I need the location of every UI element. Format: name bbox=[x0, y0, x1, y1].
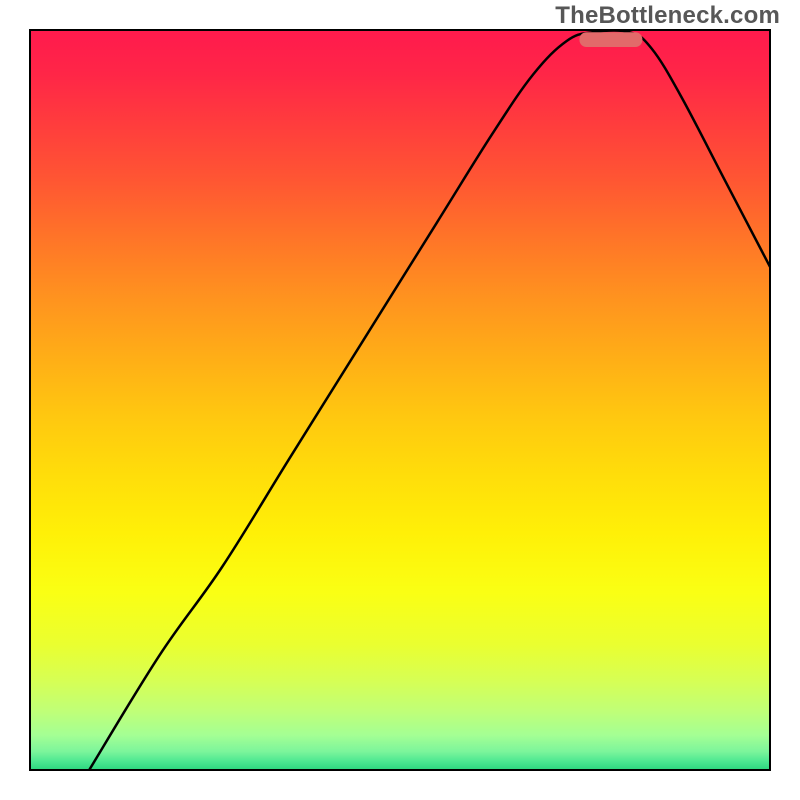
plot-background-gradient bbox=[30, 30, 770, 770]
optimal-marker bbox=[579, 32, 642, 47]
bottleneck-chart bbox=[0, 0, 800, 800]
watermark-text: TheBottleneck.com bbox=[555, 2, 780, 30]
chart-container: TheBottleneck.com bbox=[0, 0, 800, 800]
